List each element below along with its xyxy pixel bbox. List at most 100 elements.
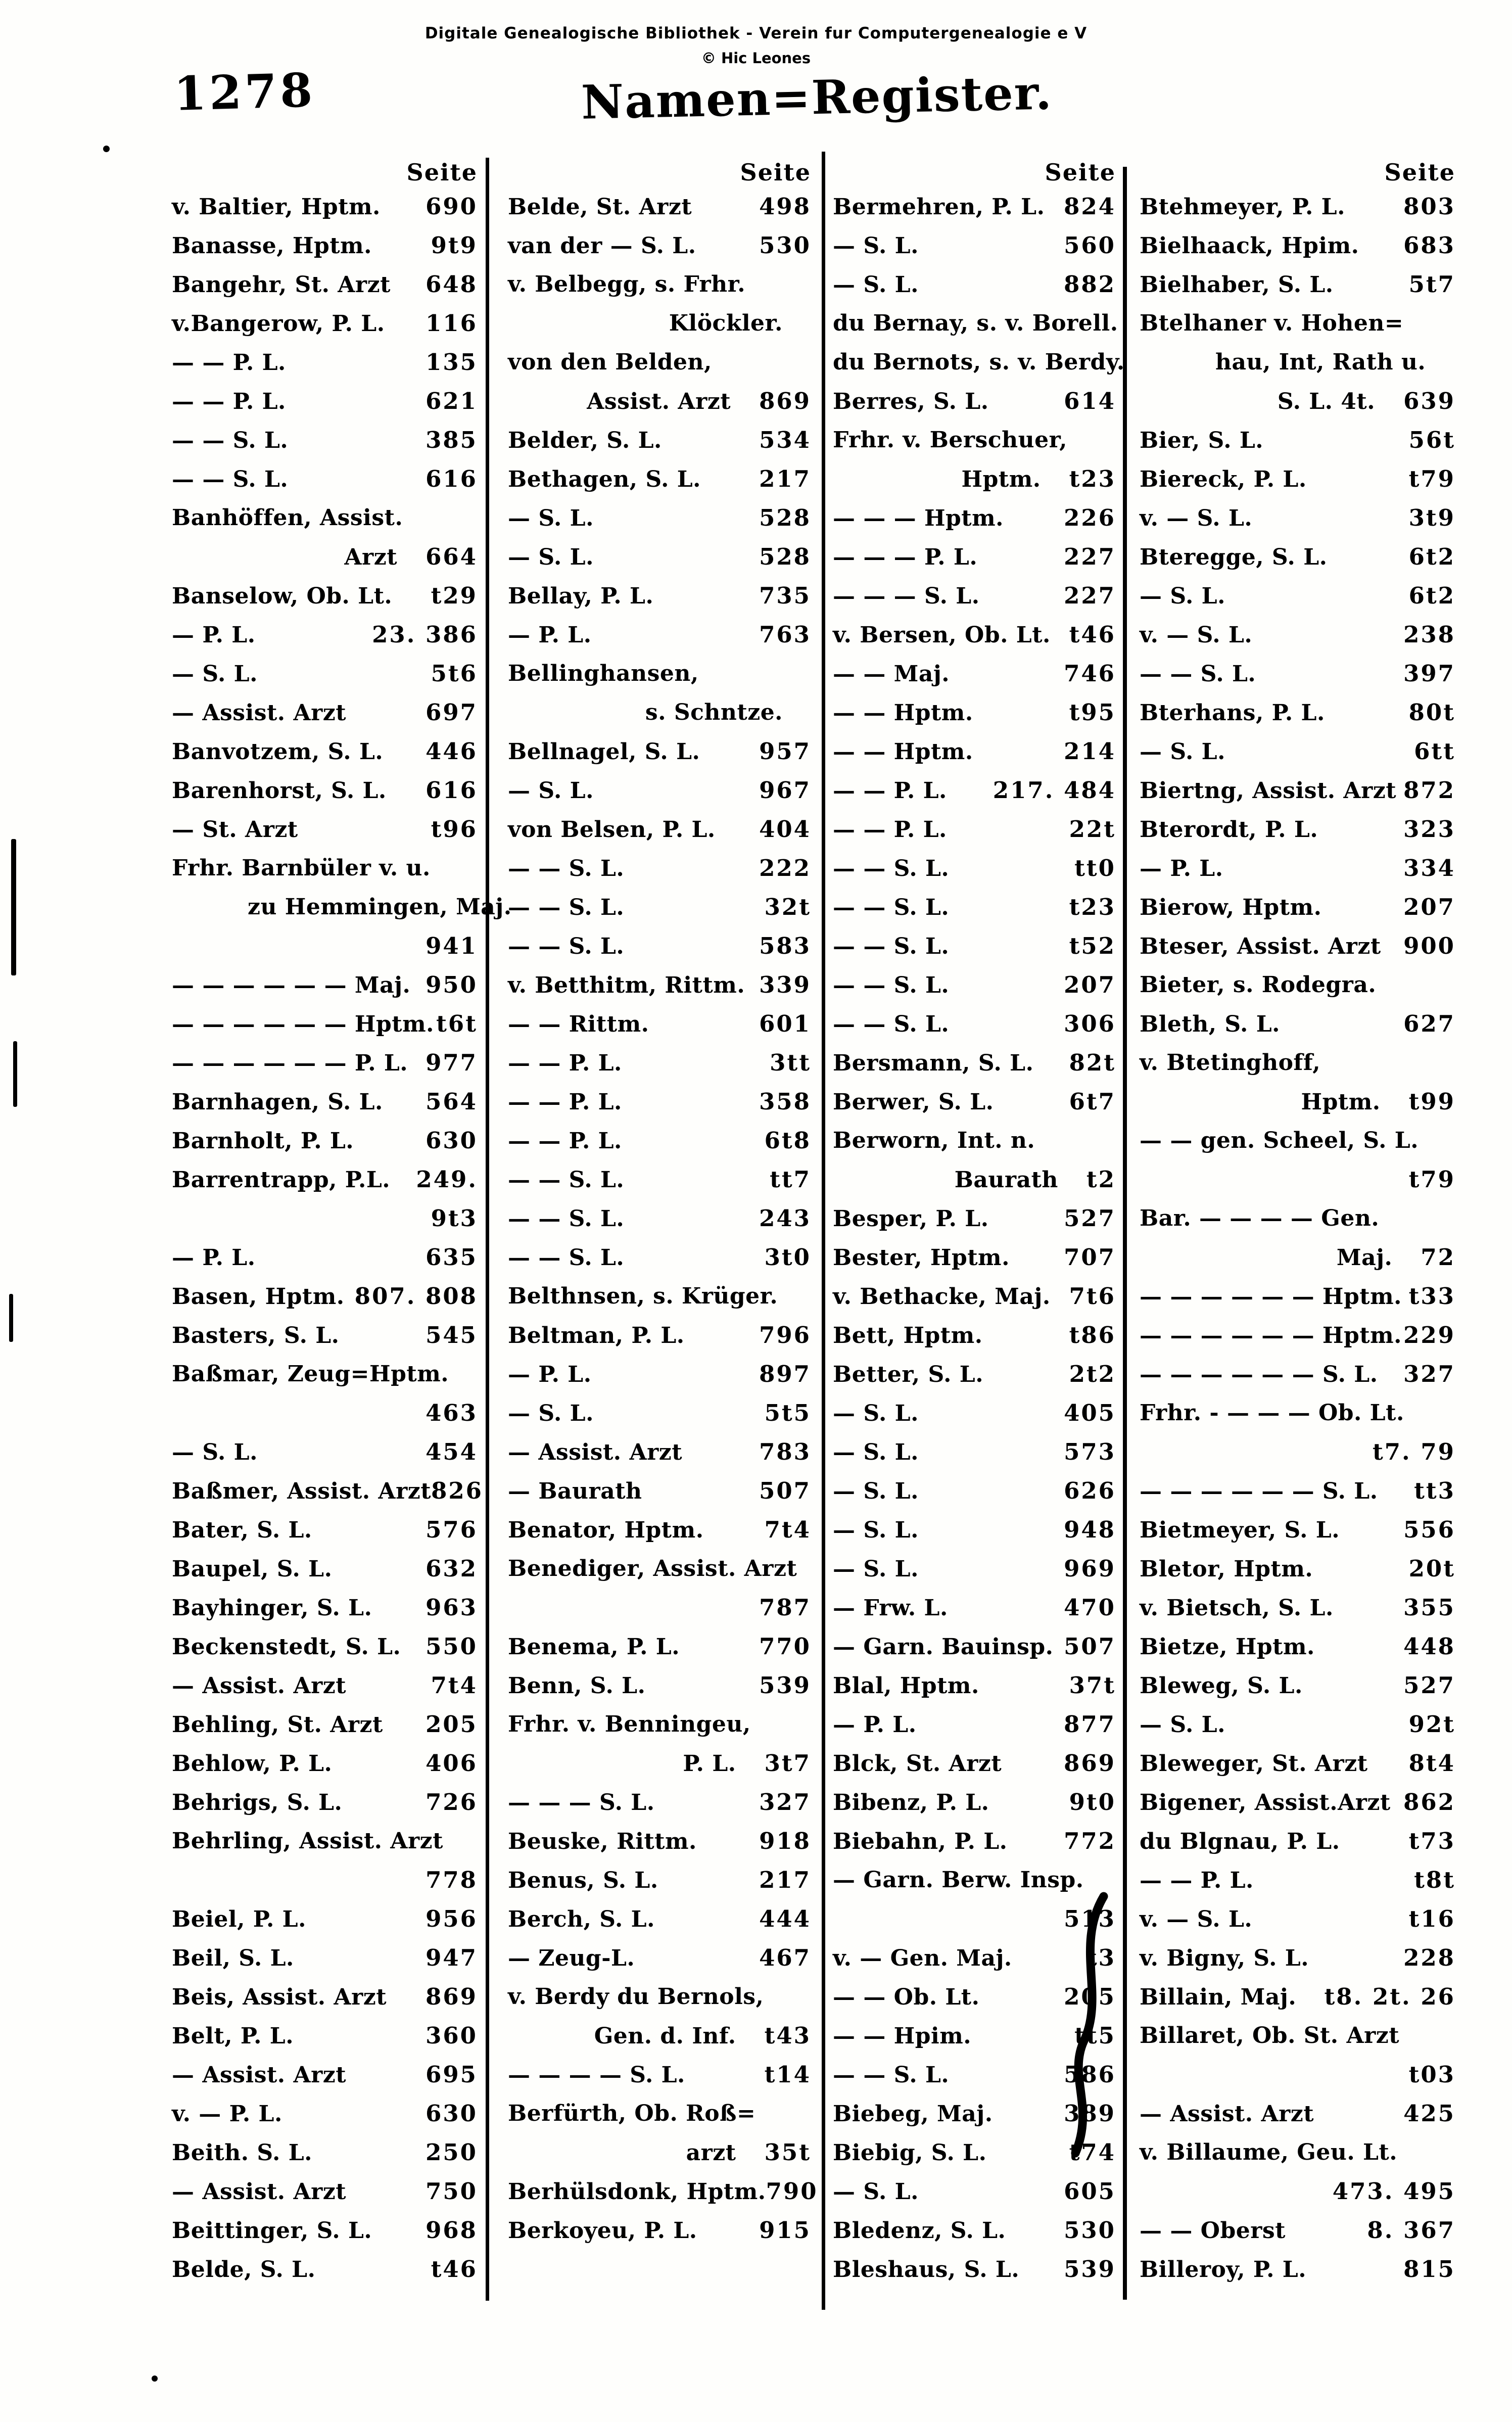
entry-name: — — S. L. — [833, 972, 950, 998]
entry-name: Bethagen, S. L. — [508, 467, 701, 492]
index-entry: — — S. L. t23 — [833, 890, 1116, 928]
index-entry: — S. L. 560 — [833, 228, 1116, 267]
index-entry: — — P. L. 3tt — [508, 1045, 811, 1084]
index-entry: Bellnagel, S. L. 957 — [508, 734, 811, 773]
index-entry: — — S. L. tt0 — [833, 851, 1116, 890]
entry-name: Bellnagel, S. L. — [508, 739, 700, 765]
entry-name: Beckenstedt, S. L. — [172, 1634, 401, 1660]
index-entry: — S. L. 969 — [833, 1551, 1116, 1590]
entry-name: — Assist. Arzt — [172, 2062, 347, 2088]
entry-name: Biereck, P. L. — [1140, 467, 1307, 492]
index-entry: Bibenz, P. L. 9t0 — [833, 1785, 1116, 1824]
index-entry: Bietmeyer, S. L. 556 — [1140, 1512, 1455, 1551]
index-entry: — Assist. Arzt 7t4 — [172, 1668, 478, 1707]
entry-name: Behlow, P. L. — [172, 1751, 333, 1777]
index-entry: — — — P. L. 227 — [833, 539, 1116, 578]
index-entry: — — gen. Scheel, S. L. — [1140, 1123, 1455, 1162]
entry-page-number: tt3 — [1414, 1477, 1455, 1504]
entry-name: Bterordt, P. L. — [1140, 817, 1318, 843]
entry-name: — — Hptm. — [833, 700, 973, 726]
entry-name: — — P. L. — [508, 1050, 622, 1076]
entry-name: Bleth, S. L. — [1140, 1011, 1280, 1037]
index-entry: Blal, Hptm. 37t — [833, 1668, 1116, 1707]
entry-page-number: 977 — [426, 1049, 478, 1076]
entry-page-number: 770 — [759, 1633, 811, 1660]
entry-name: Biertng, Assist. Arzt — [1140, 778, 1397, 804]
index-entry: Bleth, S. L. 627 — [1140, 1006, 1455, 1045]
entry-page-number: 803 — [1403, 193, 1455, 220]
entry-page-number: 22t — [1069, 816, 1116, 843]
entry-name: — — Hpim. — [833, 2023, 972, 2049]
index-entry: — S. L. 882 — [833, 267, 1116, 306]
entry-name: v. — S. L. — [1140, 505, 1253, 531]
entry-name: — Assist. Arzt — [508, 1439, 683, 1465]
index-entry: — S. L. 454 — [172, 1434, 478, 1473]
entry-page-number: t52 — [1069, 933, 1116, 959]
entry-name: — S. L. — [833, 1517, 919, 1543]
index-entry: Biereck, P. L. t79 — [1140, 461, 1455, 500]
entry-page-number: 869 — [426, 1983, 478, 2010]
entry-page-number: 950 — [426, 971, 478, 998]
entry-name: — — — — — — P. L. — [172, 1050, 408, 1076]
index-entry: — — — S. L. 327 — [508, 1785, 811, 1824]
entry-name: — — — S. L. — [833, 583, 980, 609]
index-entry: Bier, S. L. 56t — [1140, 423, 1455, 461]
entry-page-number: t99 — [1408, 1088, 1455, 1115]
entry-page-number: 963 — [426, 1594, 478, 1621]
index-entry: — Zeug-L. 467 — [508, 1940, 811, 1979]
entry-name: Berres, S. L. — [833, 389, 989, 414]
index-entry-continuation: Maj. 72 — [1140, 1240, 1455, 1279]
index-entry: Behrling, Assist. Arzt — [172, 1824, 478, 1862]
entry-name: Benema, P. L. — [508, 1634, 680, 1660]
entry-name: Besper, P. L. — [833, 1206, 989, 1232]
scan-artifact — [152, 2376, 158, 2382]
entry-page-number: 205 — [426, 1711, 478, 1738]
index-entry: — — — — — — P. L. 977 — [172, 1045, 478, 1084]
entry-page-number: 8. 367 — [1367, 2217, 1455, 2244]
index-entry: — — Rittm. 601 — [508, 1006, 811, 1045]
entry-page-number: 897 — [759, 1361, 811, 1387]
entry-page-number: 7t4 — [431, 1672, 478, 1699]
index-entry: Frhr. Barnbüler v. u. — [172, 851, 478, 890]
index-entry: v. — Gen. Maj. t3 — [833, 1940, 1116, 1979]
entry-name: Bersmann, S. L. — [833, 1050, 1034, 1076]
index-entry: v. — S. L. t16 — [1140, 1901, 1455, 1940]
index-entry: Biebahn, P. L. 772 — [833, 1824, 1116, 1862]
entry-page-number: 957 — [759, 738, 811, 765]
index-entry: Beckenstedt, S. L. 550 — [172, 1629, 478, 1668]
entry-page-number: 882 — [1064, 271, 1116, 298]
entry-name: Behling, St. Arzt — [172, 1712, 383, 1738]
index-entry-continuation: t03 — [1140, 2057, 1455, 2096]
entry-page-number: 918 — [759, 1828, 811, 1854]
entry-page-number: 796 — [759, 1322, 811, 1348]
entry-name: — — P. L. — [833, 778, 947, 804]
index-entry: — — P. L. t8t — [1140, 1862, 1455, 1901]
entry-name: — — — S. L. — [508, 1790, 655, 1815]
index-entry: — — S. L. 3t0 — [508, 1240, 811, 1279]
index-entry: Bellay, P. L. 735 — [508, 578, 811, 617]
scan-artifact — [11, 839, 16, 975]
entry-page-number: 616 — [426, 777, 478, 804]
entry-name: v. Billaume, Geu. Lt. — [1140, 2139, 1398, 2165]
entry-page-number: 2t2 — [1069, 1361, 1116, 1387]
entry-page-number: 116 — [426, 310, 478, 337]
entry-name: van der — S. L. — [508, 233, 696, 259]
index-entry: v. Btetinghoff, — [1140, 1045, 1455, 1084]
index-entry-continuation: 941 — [172, 928, 478, 967]
entry-name: — — — — — — Maj. — [172, 972, 411, 998]
entry-name: — — Hptm. — [833, 739, 973, 765]
entry-page-number: 735 — [759, 582, 811, 609]
index-entry: — P. L. 635 — [172, 1240, 478, 1279]
index-entry: — — — Hptm. 226 — [833, 500, 1116, 539]
entry-name: — S. L. — [833, 1478, 919, 1504]
entry-page-number: 695 — [426, 2061, 478, 2088]
index-entry: — S. L. 92t — [1140, 1707, 1455, 1746]
entry-name: — — S. L. — [508, 1245, 625, 1271]
entry-name: Beith. S. L. — [172, 2140, 312, 2166]
index-entry: v. — S. L. 3t9 — [1140, 500, 1455, 539]
index-entry-continuation: t79 — [1140, 1162, 1455, 1201]
entry-name: — Zeug-L. — [508, 1945, 635, 1971]
entry-name: — — S. L. — [508, 895, 625, 920]
entry-name: — S. L. — [833, 233, 919, 259]
entry-page-number: 7t4 — [764, 1516, 811, 1543]
